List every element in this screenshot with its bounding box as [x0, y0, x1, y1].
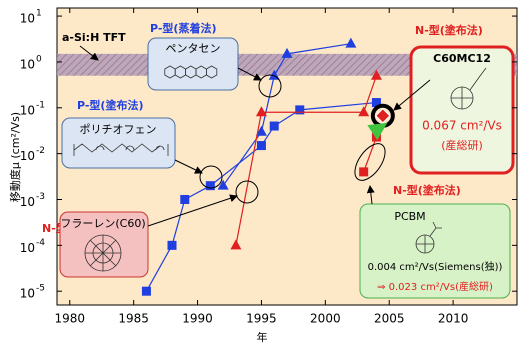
arrow: [237, 67, 262, 81]
highlight-circle: [235, 180, 259, 204]
annotation-box: [147, 37, 239, 91]
marker: [358, 106, 370, 117]
series-label: P-型(塗布法): [77, 98, 144, 112]
arrow: [147, 194, 238, 227]
box-label: PCBM: [394, 210, 425, 223]
y-tick-label: 10: [20, 287, 35, 301]
y-tick-label: 10: [20, 103, 35, 117]
x-axis-title: 年: [257, 330, 268, 344]
molecule: [450, 67, 487, 110]
y-tick-label: 10: [20, 195, 35, 209]
highlight-circle: [199, 165, 223, 189]
y-tick-exponent: -3: [36, 192, 45, 202]
x-tick-label: 1985: [118, 312, 149, 326]
box-label: フラーレン(C60): [60, 217, 145, 230]
x-tick-label: 2000: [310, 312, 341, 326]
marker: [375, 108, 391, 124]
box-label: ペンタセン: [166, 42, 221, 55]
highlight-circle: [258, 74, 282, 98]
x-tick-label: 1995: [246, 312, 277, 326]
annotation-box: [59, 211, 149, 278]
value-label: 0.004 cm²/Vs(Siemens(独)): [368, 260, 503, 273]
series-line: [363, 136, 378, 173]
series-line: [235, 75, 378, 246]
marker: [281, 47, 293, 58]
y-tick-label: 10: [20, 12, 35, 26]
series-label: N-型(塗布法): [393, 183, 461, 197]
x-tick-label: 1990: [182, 312, 213, 326]
marker: [256, 141, 266, 151]
marker: [230, 239, 242, 250]
marker: [167, 240, 177, 250]
band-label: a-Si:H TFT: [62, 31, 126, 44]
y-tick-exponent: 1: [36, 9, 42, 19]
y-axis-title: 移動度μ (cm²/Vs): [8, 112, 22, 202]
marker: [141, 286, 151, 296]
source-label: (産総研): [441, 138, 483, 152]
value-label: 0.067 cm²/Vs: [422, 119, 502, 133]
annotation-box: [61, 117, 176, 169]
y-tick-exponent: 0: [36, 54, 42, 64]
highlight-circle: [354, 143, 386, 181]
molecule: [84, 234, 122, 272]
marker: [371, 98, 381, 108]
marker: [370, 69, 382, 80]
arrow: [174, 159, 203, 174]
y-tick-label: 10: [20, 149, 35, 163]
y-tick-exponent: -1: [36, 100, 45, 110]
box-label: C60MC12: [433, 52, 491, 65]
molecule: [164, 65, 218, 79]
molecule: [73, 143, 169, 156]
arrow: [393, 79, 431, 111]
arrow: [367, 122, 388, 141]
marker: [255, 125, 267, 136]
y-tick-label: 10: [20, 241, 35, 255]
marker: [269, 121, 279, 131]
molecule: [415, 221, 442, 254]
marker: [295, 105, 305, 115]
marker: [359, 167, 369, 177]
marker: [345, 37, 357, 48]
box-label: ポリチオフェン: [80, 123, 157, 136]
y-tick-exponent: -4: [36, 238, 45, 248]
y-tick-exponent: -5: [36, 284, 45, 294]
y-tick-exponent: -2: [36, 146, 45, 156]
x-tick-label: 2010: [438, 312, 469, 326]
arrow: [366, 185, 375, 205]
marker: [217, 179, 229, 190]
marker: [180, 194, 190, 204]
marker: [255, 106, 267, 117]
x-tick-label: 1980: [55, 312, 86, 326]
annotation-box: [409, 45, 515, 175]
arrow: [79, 45, 99, 61]
y-tick-label: 10: [20, 57, 35, 71]
value-label: ⇒ 0.023 cm²/Vs(産総研): [377, 280, 493, 293]
marker: [205, 181, 215, 191]
series-label: P-型(蒸着法): [150, 21, 217, 35]
x-tick-label: 2005: [374, 312, 405, 326]
series-label: N-型(塗布法): [415, 23, 483, 37]
marker: [371, 132, 381, 142]
annotation-box: [359, 203, 511, 299]
